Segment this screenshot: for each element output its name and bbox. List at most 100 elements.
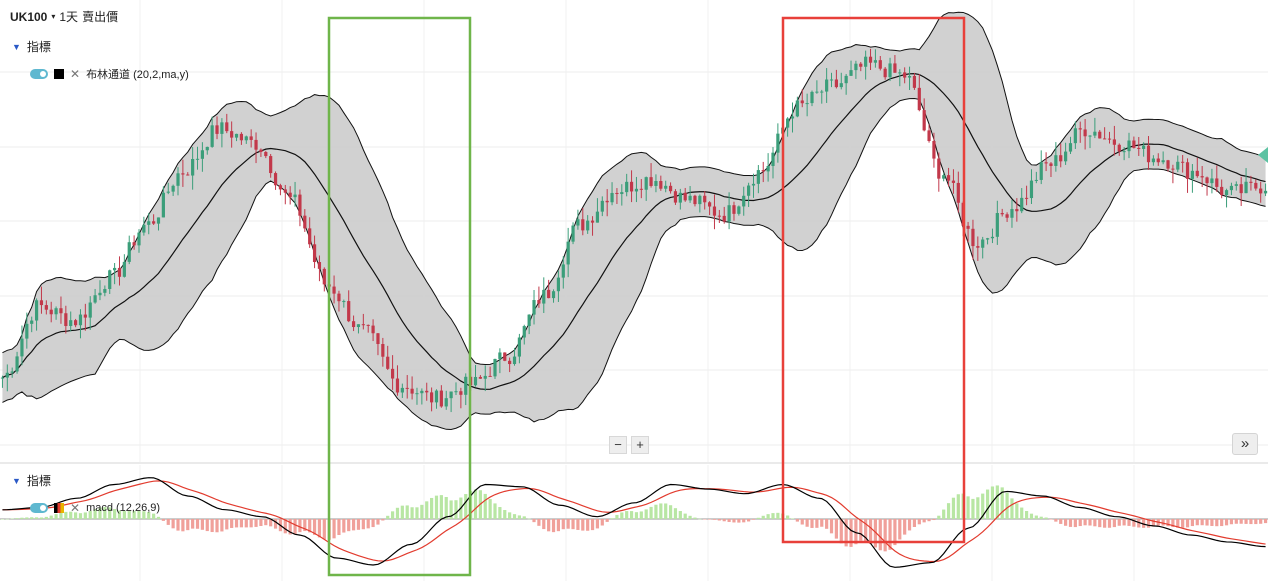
macd-line (2, 477, 1266, 568)
candle-body (161, 192, 165, 218)
macd-histogram-bar (532, 519, 536, 523)
symbol-label[interactable]: UK100 (10, 9, 48, 24)
main-indicator-header[interactable]: ▼ 指標 (12, 38, 51, 55)
candle-body (49, 309, 53, 315)
macd-histogram-bar (0, 519, 5, 520)
candle-body (186, 174, 190, 176)
candle-body (649, 177, 653, 186)
macd-histogram-bar (200, 519, 204, 530)
macd-histogram-bar (922, 519, 926, 523)
chevron-down-icon[interactable]: ▾ (51, 12, 56, 21)
macd-histogram-bar (917, 519, 921, 525)
candle-body (288, 192, 292, 198)
macd-histogram-bar (78, 513, 83, 519)
candle-body (981, 239, 985, 248)
collapse-triangle-icon[interactable]: ▼ (12, 41, 21, 52)
candle-body (825, 79, 829, 92)
macd-histogram-bar (293, 519, 297, 535)
macd-pane (0, 477, 1268, 568)
macd-histogram-bar (351, 519, 356, 531)
macd-histogram-bar (1059, 519, 1063, 524)
collapse-triangle-icon[interactable]: ▼ (12, 475, 21, 486)
macd-histogram-bar (712, 519, 717, 520)
bollinger-remove-icon[interactable]: ✕ (70, 67, 81, 81)
candle-body (673, 191, 678, 203)
candle-body (93, 295, 97, 303)
macd-color-swatch[interactable] (54, 503, 64, 513)
candle-body (566, 241, 570, 265)
candle-body (156, 217, 161, 224)
macd-histogram-bar (132, 510, 136, 519)
candle-body (20, 338, 24, 357)
candle-body (537, 300, 541, 304)
symbol-header[interactable]: UK100 ▾ 1天 賣出價 (10, 8, 118, 25)
macd-histogram-bar (995, 485, 999, 519)
candle-body (122, 261, 126, 277)
candle-body (1039, 162, 1043, 180)
zoom-in-button[interactable]: + (631, 436, 649, 454)
bollinger-toggle[interactable] (30, 69, 48, 79)
candle-body (15, 356, 19, 372)
candle-body (698, 195, 702, 205)
macd-histogram-bar (522, 516, 526, 519)
macd-remove-icon[interactable]: ✕ (70, 501, 81, 515)
macd-histogram-bar (356, 519, 361, 530)
macd-signal-line (2, 480, 1266, 563)
macd-histogram-bar (1117, 519, 1121, 526)
macd-histogram-bar (464, 494, 468, 519)
macd-toggle[interactable] (30, 503, 48, 513)
scroll-forward-button[interactable]: » (1232, 433, 1258, 455)
macd-histogram-bar (1039, 516, 1043, 519)
macd-histogram-bar (166, 519, 170, 525)
candle-body (820, 91, 824, 93)
macd-histogram-bar (1190, 519, 1195, 527)
candle-body (234, 133, 239, 138)
macd-histogram-bar (537, 519, 541, 526)
candle-body (205, 146, 209, 151)
macd-histogram-bar (508, 512, 512, 519)
candle-body (561, 264, 565, 278)
candle-body (590, 220, 595, 223)
candle-body (259, 149, 263, 152)
macd-indicator-header[interactable]: ▼ 指標 (12, 472, 51, 489)
candle-body (766, 166, 770, 172)
macd-histogram-bar (873, 519, 878, 548)
macd-histogram-bar (171, 519, 175, 529)
zoom-out-button[interactable]: − (609, 436, 627, 454)
macd-histogram-bar (254, 519, 258, 527)
bollinger-color-swatch[interactable] (54, 69, 64, 79)
macd-histogram-bar (820, 519, 824, 527)
macd-histogram-bar (322, 519, 326, 540)
candle-body (503, 352, 507, 361)
candle-body (137, 232, 141, 246)
macd-histogram-bar (415, 507, 419, 519)
macd-histogram-bar (1015, 503, 1019, 519)
price-type-label[interactable]: 賣出價 (82, 10, 119, 24)
macd-histogram-bar (30, 517, 34, 519)
macd-histogram-bar (698, 518, 702, 520)
candle-body (1229, 185, 1234, 191)
candle-body (508, 360, 512, 365)
macd-histogram-bar (449, 500, 453, 519)
timeframe-label[interactable]: 1天 (59, 10, 79, 24)
macd-histogram-bar (1254, 519, 1258, 525)
macd-histogram-bar (303, 519, 307, 532)
candle-body (39, 300, 44, 306)
macd-histogram-bar (1259, 519, 1263, 524)
candle-body (44, 305, 48, 310)
macd-histogram-bar (786, 515, 790, 519)
macd-histogram-bar (717, 519, 721, 521)
bollinger-upper-line (2, 11, 1266, 365)
macd-histogram-bar (283, 519, 287, 534)
macd-histogram-bar (610, 518, 614, 519)
macd-histogram-bar (259, 519, 263, 527)
macd-histogram-bar (659, 503, 663, 519)
macd-histogram-bar (634, 512, 639, 519)
candle-body (683, 192, 687, 201)
candle-body (220, 122, 224, 134)
candle-body (620, 192, 624, 195)
macd-histogram-bar (454, 500, 458, 519)
macd-histogram-bar (859, 519, 863, 541)
candle-body (571, 225, 575, 242)
